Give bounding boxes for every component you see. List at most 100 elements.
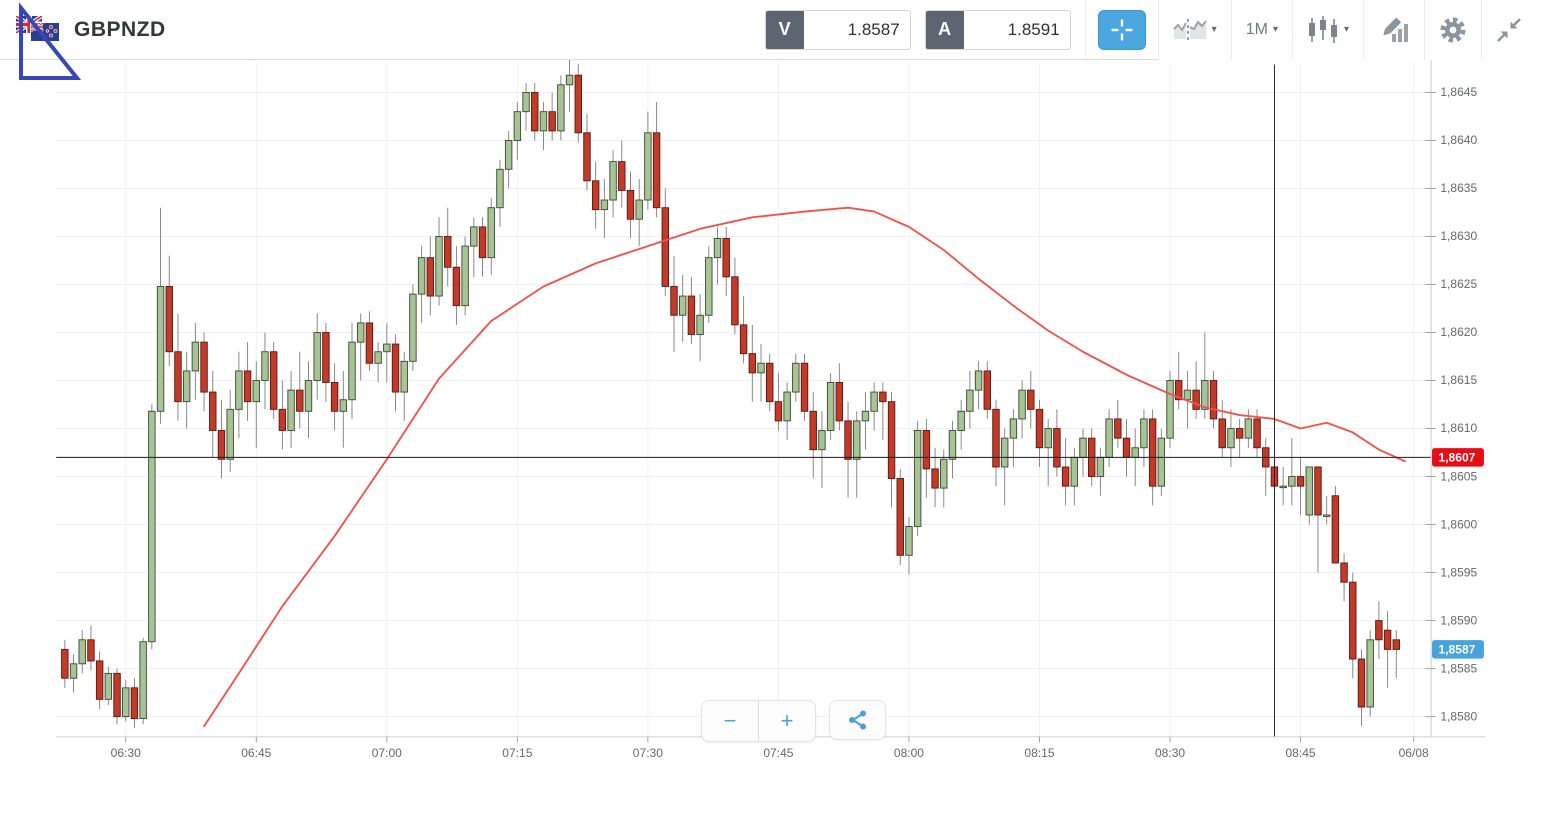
candle — [1279, 485, 1287, 489]
candle — [122, 687, 130, 718]
toolbar-divider — [1481, 0, 1482, 60]
candle — [287, 389, 295, 431]
chart-type-button[interactable]: ▾ — [1292, 0, 1363, 60]
y-axis-label: 1,8630 — [1440, 229, 1477, 243]
candle — [1253, 418, 1261, 449]
candle — [1027, 389, 1035, 410]
candle — [1392, 639, 1400, 650]
x-axis-label: 06:30 — [111, 746, 141, 760]
candle — [522, 92, 530, 113]
overlays-layer — [56, 64, 1432, 737]
collapse-chart-button[interactable] — [1482, 0, 1542, 60]
candle — [539, 111, 548, 132]
settings-button[interactable] — [1425, 0, 1481, 60]
y-axis-label: 1,8625 — [1440, 277, 1477, 291]
x-axis-label: 07:30 — [633, 746, 663, 760]
candle — [330, 382, 339, 412]
candle — [766, 362, 774, 403]
candle — [1009, 418, 1018, 439]
candle — [383, 343, 391, 353]
candle — [1140, 418, 1148, 449]
candle — [1131, 447, 1139, 458]
chevron-down-icon: ▾ — [1211, 24, 1217, 35]
candle — [1122, 437, 1131, 458]
candle — [1096, 456, 1105, 478]
candle — [444, 236, 452, 268]
instrument-flags — [16, 12, 62, 48]
moving-average-line — [203, 206, 1406, 728]
candle — [1148, 418, 1157, 487]
candle — [322, 332, 330, 383]
y-axis-label: 1,8635 — [1440, 181, 1477, 195]
candle — [182, 370, 191, 403]
candle — [853, 420, 861, 460]
candle — [409, 293, 417, 362]
candle — [356, 322, 365, 343]
y-axis-label: 1,8600 — [1440, 517, 1477, 531]
candle — [130, 687, 139, 719]
candle — [470, 226, 478, 247]
candle — [348, 341, 356, 401]
candle — [678, 295, 687, 316]
timeframe-button[interactable]: 1M ▾ — [1231, 0, 1292, 60]
zoom-out-button[interactable]: − — [702, 701, 758, 741]
candle — [783, 391, 791, 422]
candle — [1244, 418, 1253, 439]
candle — [1288, 476, 1296, 487]
drawing-indicators-button[interactable] — [1364, 0, 1424, 60]
candle — [417, 257, 426, 295]
crosshair-tool-button[interactable] — [1097, 9, 1146, 50]
candle — [531, 92, 539, 132]
sell-bid-button[interactable]: V 1.8587 — [764, 9, 911, 50]
price-axis[interactable]: 1,8645 1,8640 1,8635 1,8630 1,8625 1,8620 1,86… — [1425, 85, 1478, 723]
candle — [757, 362, 765, 374]
candle — [1053, 428, 1061, 468]
time-axis[interactable]: 06:30 06:45 07:00 07:15 07:30 07:45 08:00 08:15… — [111, 736, 1429, 760]
candle — [870, 391, 878, 412]
candle — [200, 341, 208, 393]
x-axis-label: 08:15 — [1024, 746, 1054, 760]
toolbar-divider — [1424, 0, 1425, 60]
y-axis-label: 1,8595 — [1440, 565, 1477, 579]
y-axis-label: 1,8645 — [1440, 85, 1477, 99]
x-axis-label: 06:45 — [241, 746, 271, 760]
candle — [426, 257, 435, 297]
candle — [313, 332, 321, 382]
candle — [226, 408, 234, 460]
candle — [931, 468, 939, 489]
crosshair-icon — [1110, 18, 1133, 41]
price-chart[interactable]: 1,86071,85871,86451,86401,86351,86301,86… — [0, 60, 1542, 823]
candle — [626, 189, 635, 220]
toolbar-divider — [1230, 0, 1232, 60]
candle — [905, 526, 913, 556]
zoom-in-button[interactable]: + — [759, 701, 815, 741]
compare-charts-button[interactable]: ▾ — [1158, 0, 1231, 60]
candle — [696, 314, 704, 335]
candle — [496, 168, 504, 209]
candle — [1061, 466, 1070, 487]
candle — [722, 237, 730, 278]
candle — [591, 180, 600, 211]
x-axis-label: 07:45 — [763, 746, 793, 760]
y-axis-label: 1,8605 — [1440, 469, 1477, 483]
y-axis-label: 1,8615 — [1440, 373, 1477, 387]
chevron-down-icon: ▾ — [1272, 24, 1278, 35]
candle — [61, 648, 69, 679]
buy-ask-button[interactable]: A 1.8591 — [924, 9, 1071, 50]
candle — [1044, 428, 1052, 449]
candle — [269, 351, 278, 410]
candle — [1349, 581, 1357, 660]
collapse-icon — [1497, 17, 1521, 42]
ask-price-value: 1.8591 — [1007, 19, 1060, 39]
candle — [1183, 389, 1192, 401]
candle — [792, 362, 800, 393]
candle — [513, 111, 522, 141]
price-line-marker-label: 1,8607 — [1439, 451, 1476, 465]
y-axis-label: 1,8590 — [1440, 613, 1477, 627]
share-button[interactable] — [829, 700, 886, 740]
candle — [861, 410, 870, 422]
candle — [913, 430, 922, 527]
candle — [139, 641, 147, 719]
candle — [565, 74, 574, 86]
